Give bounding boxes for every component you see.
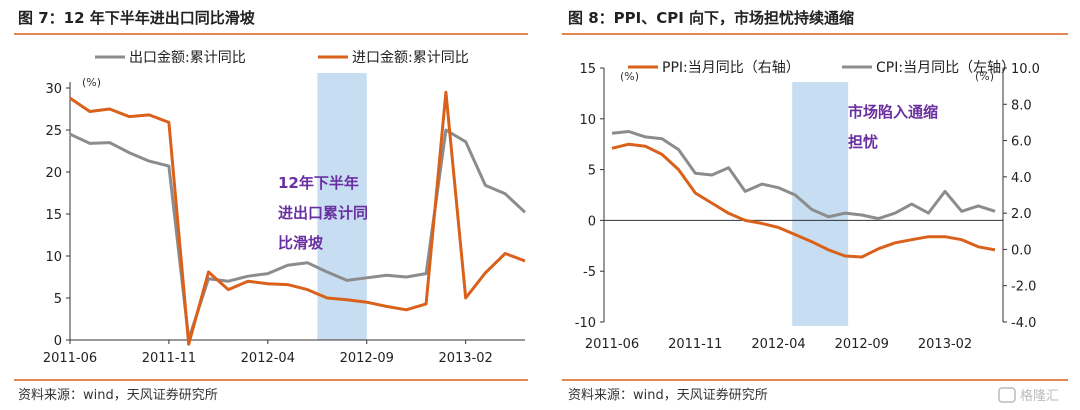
chart-2-right-tick-label: -2.0 xyxy=(1011,280,1036,295)
watermark-text: 格隆汇 xyxy=(1020,388,1059,404)
chart-2-left-tick-label: 0 xyxy=(588,214,596,229)
chart-2-x-tick-label: 2013-02 xyxy=(918,337,972,352)
chart-2-legend: PPI:当月同比（右轴） CPI:当月同比（左轴） xyxy=(628,60,1015,76)
chart-2-annotation-line-1: 市场陷入通缩 xyxy=(848,103,938,121)
chart-2-left-tick-label: 5 xyxy=(588,164,596,179)
chart-1-source: 资料来源：wind，天风证券研究所 xyxy=(18,387,218,403)
chart-1-y-tick-label: 30 xyxy=(45,82,62,97)
chart-1-y-tick-label: 0 xyxy=(54,334,62,349)
chart-1-annotation-line-3: 比滑坡 xyxy=(278,234,323,252)
chart-2-x-tick-label: 2012-09 xyxy=(835,337,889,352)
chart-1-unit-label: (%) xyxy=(82,76,101,89)
chart-2-legend-ppi: PPI:当月同比（右轴） xyxy=(662,60,800,76)
chart-2-annotation-line-2: 担忧 xyxy=(848,133,878,151)
chart-2-right-ticks: -4.0 -2.0 0.0 2.0 4.0 6.0 8.0 10.0 xyxy=(1003,62,1040,331)
watermark-logo-icon xyxy=(998,387,1016,403)
chart-1-legend: 出口金额:累计同比 进口金额:累计同比 xyxy=(95,50,469,66)
chart-2-x-tick-label: 2012-04 xyxy=(751,337,805,352)
chart-1-legend-export: 出口金额:累计同比 xyxy=(129,50,246,66)
chart-2-x-tick-label: 2011-06 xyxy=(585,337,639,352)
chart-1-y-tick-label: 15 xyxy=(45,208,62,223)
chart-1-annotation-line-2: 进出口累计同 xyxy=(278,204,368,222)
chart-2-right-tick-label: 4.0 xyxy=(1011,171,1032,186)
chart-1-y-tick-label: 5 xyxy=(54,292,62,307)
chart-2-left-tick-label: -10 xyxy=(575,316,596,331)
chart-1-x-tick-label: 2011-06 xyxy=(43,351,97,366)
chart-1-x-tick-label: 2011-11 xyxy=(142,351,196,366)
chart-1-y-tick-label: 20 xyxy=(45,166,62,181)
chart-2-series-ppi xyxy=(611,142,996,259)
chart-2-x-tick-label: 2011-11 xyxy=(668,337,722,352)
chart-2-title: 图 8：PPI、CPI 向下，市场担忧持续通缩 xyxy=(568,9,854,27)
chart-2-left-tick-label: 15 xyxy=(579,62,596,77)
chart-2-right-tick-label: 6.0 xyxy=(1011,135,1032,150)
chart-1-title: 图 7：12 年下半年进出口同比滑坡 xyxy=(18,9,255,27)
chart-1-y-ticks: 0 5 10 15 20 25 30 xyxy=(45,82,70,349)
chart-2-left-tick-label: -5 xyxy=(583,265,596,280)
chart-2-right-unit-label: (%) xyxy=(975,70,994,83)
watermark: 格隆汇 xyxy=(998,387,1059,404)
chart-1-series-lines xyxy=(69,90,527,346)
chart-1-x-tick-label: 2012-09 xyxy=(340,351,394,366)
chart-2-x-ticks: 2011-06 2011-11 2012-04 2012-09 2013-02 xyxy=(585,337,972,352)
chart-1-x-ticks: 2011-06 2011-11 2012-04 2012-09 2013-02 xyxy=(43,340,493,366)
chart-1-x-tick-label: 2012-04 xyxy=(241,351,295,366)
chart-2-left-tick-label: 10 xyxy=(579,113,596,128)
chart-2-right-tick-label: 2.0 xyxy=(1011,207,1032,222)
chart-1-legend-import: 进口金额:累计同比 xyxy=(352,50,469,66)
chart-2-shade-region xyxy=(792,82,849,326)
chart-2: 图 8：PPI、CPI 向下，市场担忧持续通缩 -10 -5 0 5 10 15 -4.0… xyxy=(562,9,1068,404)
chart-1-shade-region xyxy=(317,73,367,340)
chart-2-left-unit-label: (%) xyxy=(620,70,639,83)
chart-2-right-tick-label: 0.0 xyxy=(1011,243,1032,258)
chart-1-annotation-line-1: 12年下半年 xyxy=(278,174,359,192)
chart-2-series-cpi xyxy=(611,130,996,221)
chart-2-source: 资料来源：wind，天风证券研究所 xyxy=(568,387,768,403)
chart-1-y-tick-label: 25 xyxy=(45,124,62,139)
chart-2-legend-cpi: CPI:当月同比（左轴） xyxy=(876,60,1015,76)
chart-2-left-ticks: -10 -5 0 5 10 15 xyxy=(575,62,604,331)
chart-2-right-tick-label: 8.0 xyxy=(1011,98,1032,113)
chart-1-y-tick-label: 10 xyxy=(45,250,62,265)
chart-1-series-import xyxy=(69,90,526,346)
chart-2-right-tick-label: 10.0 xyxy=(1011,62,1040,77)
chart-2-right-tick-label: -4.0 xyxy=(1011,316,1036,331)
chart-1-x-tick-label: 2013-02 xyxy=(438,351,492,366)
chart-2-series-lines xyxy=(611,130,996,259)
